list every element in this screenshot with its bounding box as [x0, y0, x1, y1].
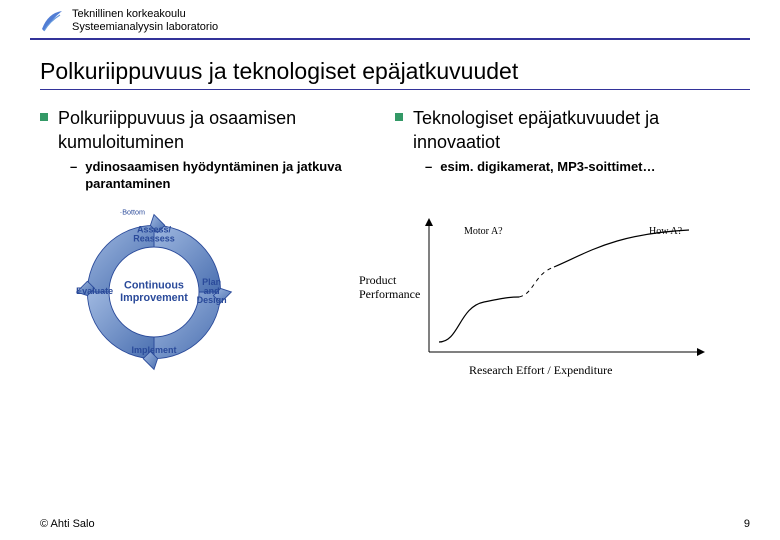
- cycle-diagram: Continuous Improvement Assess/ Reassess …: [64, 202, 359, 387]
- cycle-center-2: Improvement: [120, 292, 188, 304]
- left-sub-row: – ydinosaamisen hyödyntäminen ja jatkuva…: [40, 158, 395, 192]
- square-bullet-icon: [395, 113, 403, 121]
- slide-header: Teknillinen korkeakoulu Systeemianalyysi…: [0, 0, 780, 38]
- right-sub-row: – esim. digikamerat, MP3-soittimet…: [395, 158, 750, 175]
- chart-curve-b: How A?: [649, 226, 683, 237]
- header-institution: Teknillinen korkeakoulu Systeemianalyysi…: [72, 8, 218, 34]
- header-line2: Systeemianalyysin laboratorio: [72, 21, 218, 34]
- dash-bullet-icon: –: [425, 159, 432, 174]
- cycle-center-1: Continuous: [124, 279, 184, 291]
- right-bullet-text: Teknologiset epäjatkuvuudet ja innovaati…: [413, 106, 750, 154]
- slide-footer: © Ahti Salo 9: [40, 518, 750, 530]
- square-bullet-icon: [40, 113, 48, 121]
- figures-row: Continuous Improvement Assess/ Reassess …: [0, 192, 780, 387]
- right-column: Teknologiset epäjatkuvuudet ja innovaati…: [395, 106, 750, 192]
- cycle-right-3: Design: [197, 295, 227, 305]
- cycle-bottom: Implement: [131, 345, 176, 355]
- scurve-chart: Product Performance Research Effort / Ex…: [359, 202, 739, 387]
- dash-bullet-icon: –: [70, 159, 77, 174]
- right-sub-text: esim. digikamerat, MP3-soittimet…: [440, 158, 655, 175]
- footer-page-number: 9: [744, 518, 750, 530]
- left-bullet-row: Polkuriippuvuus ja osaamisen kumuloitumi…: [40, 106, 395, 154]
- left-sub-text: ydinosaamisen hyödyntäminen ja jatkuva p…: [85, 158, 395, 192]
- chart-ylabel-1: Product: [359, 273, 397, 287]
- left-bullet-text: Polkuriippuvuus ja osaamisen kumuloitumi…: [58, 106, 395, 154]
- slide-title: Polkuriippuvuus ja teknologiset epäjatku…: [0, 40, 780, 89]
- chart-xlabel: Research Effort / Expenditure: [469, 363, 612, 377]
- cycle-top-2: Reassess: [133, 234, 175, 244]
- chart-curve-a: Motor A?: [464, 226, 503, 237]
- right-bullet-row: Teknologiset epäjatkuvuudet ja innovaati…: [395, 106, 750, 154]
- footer-copyright: © Ahti Salo: [40, 518, 95, 530]
- cycle-left: Evaluate: [76, 286, 113, 296]
- logo-icon: [40, 9, 64, 33]
- chart-ylabel-2: Performance: [359, 287, 420, 301]
- header-line1: Teknillinen korkeakoulu: [72, 8, 218, 21]
- left-column: Polkuriippuvuus ja osaamisen kumuloitumi…: [40, 106, 395, 192]
- cycle-note: ·Bottom: [120, 208, 145, 217]
- content-columns: Polkuriippuvuus ja osaamisen kumuloitumi…: [0, 90, 780, 192]
